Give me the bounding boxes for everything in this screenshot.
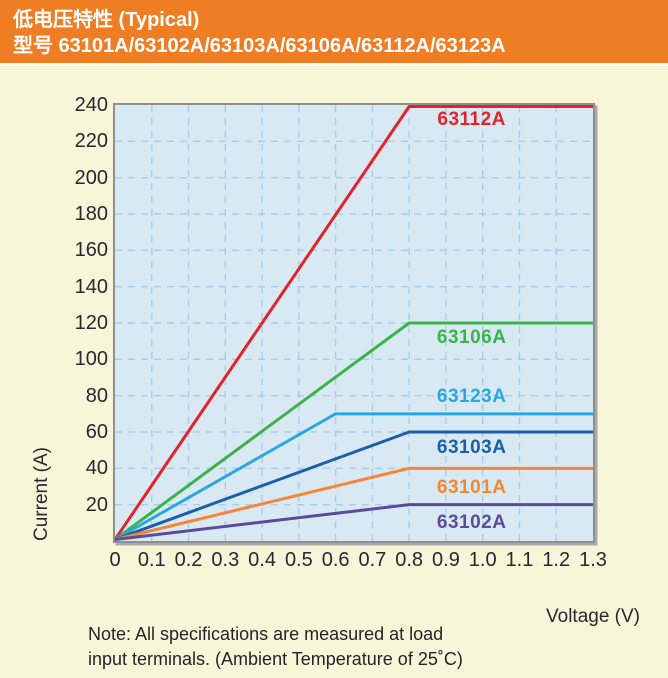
y-tick-label-220: 220 xyxy=(74,130,108,153)
series-line-63102A xyxy=(115,503,593,541)
x-tick-label-0.9: 0.9 xyxy=(432,549,460,571)
series-line-63123A xyxy=(115,412,593,541)
x-tick-label-0.5: 0.5 xyxy=(284,549,313,571)
x-axis-title: Voltage (V) xyxy=(546,606,640,627)
x-tick-label-0.8: 0.8 xyxy=(395,549,424,571)
y-tick-label-140: 140 xyxy=(74,275,108,298)
series-label-63123A: 63123A xyxy=(436,386,507,408)
series-line-63112A xyxy=(115,105,593,541)
footnote: Note: All specifications are measured at… xyxy=(88,622,463,672)
series-label-63106A: 63106A xyxy=(436,326,507,348)
series-line-63106A xyxy=(115,321,593,541)
header-banner: 低电压特性 (Typical) 型号 63101A/63102A/63103A/… xyxy=(0,0,668,66)
series-label-63112A: 63112A xyxy=(437,108,506,130)
series-label-63103A: 63103A xyxy=(436,437,507,459)
x-tick-label-0.3: 0.3 xyxy=(211,549,240,571)
y-tick-label-60: 60 xyxy=(85,421,108,443)
y-tick-label-20: 20 xyxy=(85,493,108,516)
y-axis-title: Current (A) xyxy=(31,447,52,541)
x-tick-label-0: 0 xyxy=(109,549,121,571)
x-tick-label-0.2: 0.2 xyxy=(174,549,203,571)
y-tick-label-180: 180 xyxy=(74,203,108,225)
footnote-line-1: Note: All specifications are measured at… xyxy=(88,624,444,644)
y-tick-label-100: 100 xyxy=(74,348,108,371)
y-tick-label-160: 160 xyxy=(74,239,108,262)
x-tick-label-0.4: 0.4 xyxy=(248,549,276,571)
series-label-63101A: 63101A xyxy=(436,477,507,499)
x-tick-label-0.6: 0.6 xyxy=(321,549,350,571)
x-tick-label-0.7: 0.7 xyxy=(358,549,387,571)
y-tick-label-120: 120 xyxy=(74,312,108,334)
footnote-line-2: input terminals. (Ambient Temperature of… xyxy=(88,649,463,669)
series-line-63101A xyxy=(115,466,593,541)
y-tick-label-80: 80 xyxy=(85,384,108,407)
x-tick-label-1.2: 1.2 xyxy=(542,549,571,571)
x-tick-label-1.0: 1.0 xyxy=(468,549,497,571)
chart-canvas xyxy=(115,105,593,541)
y-tick-label-200: 200 xyxy=(74,166,108,189)
x-tick-label-1.3: 1.3 xyxy=(579,549,607,571)
page-subtitle: 型号 63101A/63102A/63103A/63106A/63112A/63… xyxy=(13,35,506,57)
y-tick-label-40: 40 xyxy=(85,457,108,480)
y-tick-label-240: 240 xyxy=(74,94,108,116)
series-label-63102A: 63102A xyxy=(436,511,507,533)
x-tick-label-1.1: 1.1 xyxy=(505,549,534,571)
series-line-63103A xyxy=(115,430,593,541)
page-title: 低电压特性 (Typical) xyxy=(13,9,200,31)
plot-area: 63112A 63106A 63123A 63103A 63101A 63102A xyxy=(113,103,595,543)
x-tick-label-0.1: 0.1 xyxy=(137,549,166,571)
